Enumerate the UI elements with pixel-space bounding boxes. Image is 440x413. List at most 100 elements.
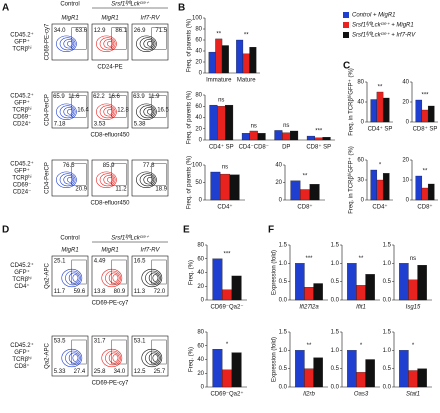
contour bbox=[139, 105, 156, 119]
category-label: Oas3 bbox=[354, 392, 369, 398]
y-tick-label: 20 bbox=[402, 100, 409, 106]
gate-percent: 53.1 bbox=[134, 338, 146, 344]
category-label: Ifi27l2a bbox=[299, 305, 319, 311]
row-label: GFP⁺ bbox=[14, 39, 30, 46]
y-tick-label: 1.0 bbox=[383, 348, 392, 354]
gate-percent: 16.5 bbox=[157, 108, 169, 114]
bar bbox=[229, 174, 240, 201]
y-tick-label: 80 bbox=[195, 27, 202, 33]
significance: ns bbox=[218, 98, 224, 104]
plot-frame bbox=[51, 91, 89, 129]
y-axis-label: Freq. of parents (%) bbox=[187, 19, 193, 72]
y-tick-label: 0 bbox=[361, 198, 365, 204]
contour bbox=[143, 39, 155, 49]
row-label: CD69⁻ bbox=[13, 115, 32, 121]
gate-percent: 16.5 bbox=[134, 258, 146, 264]
bar bbox=[356, 372, 366, 388]
plot-title: MigR1 bbox=[61, 248, 78, 254]
contour bbox=[99, 173, 116, 187]
contour bbox=[139, 173, 156, 187]
plot-frame bbox=[91, 335, 129, 377]
y-tick-label: 60 bbox=[197, 256, 204, 262]
row-label: CD4⁺ bbox=[14, 283, 29, 290]
contour bbox=[136, 103, 157, 121]
y-tick-label: 0.5 bbox=[279, 366, 288, 372]
contour bbox=[112, 274, 119, 282]
contour bbox=[152, 354, 159, 362]
row-label: CD24⁺ bbox=[13, 121, 32, 128]
bar bbox=[399, 350, 409, 388]
row-label: GFP⁺ bbox=[14, 168, 30, 175]
plot-frame bbox=[131, 91, 169, 129]
bar bbox=[382, 97, 390, 123]
column-header: Srsf1ᶠˡ/ᶠˡLckᶜʳᵉ⁺ bbox=[111, 1, 149, 8]
significance: ** bbox=[423, 169, 428, 175]
gate-percent: 86.1 bbox=[115, 28, 127, 34]
significance: ns bbox=[222, 165, 228, 171]
bar bbox=[282, 132, 291, 141]
plot-title: Irf7-RV bbox=[141, 248, 161, 254]
gate bbox=[111, 259, 127, 285]
bar bbox=[295, 350, 305, 388]
row-label: TCRβʰⁱ bbox=[12, 45, 31, 53]
bar bbox=[417, 368, 427, 388]
contour bbox=[59, 105, 76, 119]
y-axis-label: Expression (fold) bbox=[272, 250, 278, 295]
significance: ** bbox=[359, 256, 364, 262]
contour bbox=[68, 352, 80, 364]
bar bbox=[415, 99, 423, 123]
y-tick-label: 20 bbox=[275, 180, 282, 186]
legend-label: Srsf1ᶠˡ/ᶠˡLckᶜʳᵉ⁺ + Irf7-RV bbox=[352, 32, 416, 39]
y-tick-label: 0.0 bbox=[279, 385, 288, 391]
bar bbox=[408, 370, 418, 388]
gate-percent: 71.5 bbox=[155, 28, 167, 34]
gate bbox=[111, 339, 127, 365]
y-axis-label: Expression (fold) bbox=[272, 337, 278, 382]
gate-percent: 63.9 bbox=[133, 94, 145, 100]
significance: * bbox=[226, 342, 229, 348]
contour bbox=[63, 107, 75, 117]
contour bbox=[96, 171, 117, 189]
y-tick-label: 0 bbox=[279, 198, 283, 204]
plot-title: MigR1 bbox=[101, 248, 118, 254]
category-label: CD4⁺ SP bbox=[209, 144, 234, 151]
row-label: TCRβʰⁱ bbox=[12, 174, 31, 182]
significance: ** bbox=[378, 85, 383, 91]
y-tick-label: 80 bbox=[357, 80, 364, 86]
y-tick-label: 0 bbox=[199, 198, 203, 204]
contour bbox=[147, 108, 153, 115]
bar bbox=[376, 91, 384, 123]
plot-frame bbox=[131, 335, 169, 377]
panel-letter: D bbox=[2, 225, 9, 236]
row-label: GFP⁺ bbox=[14, 100, 30, 107]
bar bbox=[222, 289, 232, 301]
y-tick-label: 1.5 bbox=[383, 330, 392, 336]
category-label: CD4⁺ bbox=[217, 204, 232, 211]
gate-percent: 31.7 bbox=[94, 338, 106, 344]
contour bbox=[105, 350, 121, 366]
panel-letter: B bbox=[178, 3, 185, 14]
row-label: CD45.2⁺ bbox=[10, 342, 34, 349]
category-label: CD4⁺ bbox=[372, 204, 387, 211]
gate-percent: 77.8 bbox=[143, 163, 155, 169]
contour bbox=[148, 352, 160, 364]
significance: ns bbox=[283, 123, 289, 129]
bar bbox=[304, 368, 314, 388]
y-tick-label: 50 bbox=[195, 180, 202, 186]
gate bbox=[151, 163, 167, 186]
row-label: TCRβʰⁱ bbox=[12, 355, 31, 363]
y-tick-label: 1.0 bbox=[383, 261, 392, 267]
bar bbox=[221, 45, 229, 74]
y-tick-label: 0.0 bbox=[279, 298, 288, 304]
plot-title: MigR1 bbox=[61, 16, 78, 22]
bar bbox=[212, 258, 223, 301]
contour bbox=[145, 350, 161, 366]
y-axis-label: Qa2-APC bbox=[45, 343, 51, 369]
bar bbox=[417, 265, 427, 301]
y-axis-label: Freq. of parents (%) bbox=[187, 91, 193, 144]
bar bbox=[231, 352, 242, 388]
plot-title: Irf7-RV bbox=[141, 16, 161, 22]
gate-percent: 62.2 bbox=[93, 94, 105, 100]
plot-title: MigR1 bbox=[101, 16, 118, 22]
